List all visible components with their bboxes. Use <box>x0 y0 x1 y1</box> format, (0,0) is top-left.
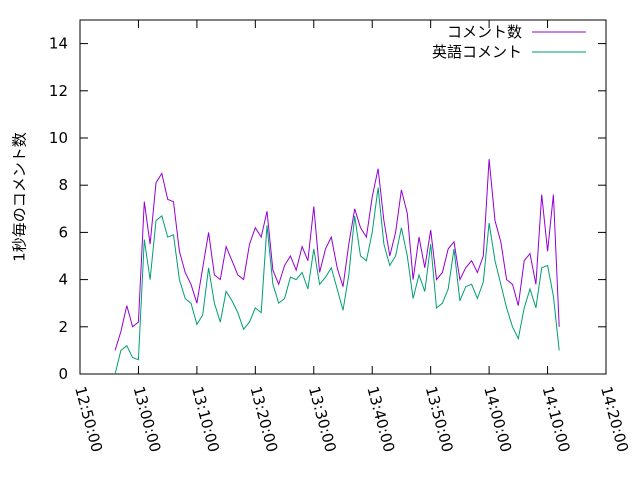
x-tick-label: 13:40:00 <box>363 384 398 454</box>
legend-label: コメント数 <box>447 23 522 41</box>
legend-label: 英語コメント <box>432 43 522 61</box>
plot-frame <box>79 19 607 375</box>
series-line <box>114 187 560 375</box>
y-tick-label: 4 <box>58 271 68 289</box>
x-tick-label: 13:20:00 <box>246 384 281 454</box>
y-tick-label: 0 <box>58 365 68 383</box>
y-tick-label: 8 <box>58 176 68 194</box>
y-tick-label: 6 <box>58 223 68 241</box>
x-tick-label: 14:10:00 <box>539 384 574 454</box>
x-tick-label: 13:00:00 <box>130 384 165 454</box>
y-axis-label: 1秒毎のコメント数 <box>11 132 29 262</box>
x-tick-label: 13:10:00 <box>188 384 223 454</box>
x-tick-label: 12:50:00 <box>71 384 106 454</box>
series-line <box>114 159 560 351</box>
y-tick-label: 12 <box>49 82 68 100</box>
x-tick-label: 13:30:00 <box>305 384 340 454</box>
x-tick-label: 13:50:00 <box>422 384 457 454</box>
x-tick-label: 14:20:00 <box>597 384 632 454</box>
y-tick-label: 10 <box>49 129 68 147</box>
x-tick-label: 14:00:00 <box>480 384 515 454</box>
y-tick-label: 14 <box>49 35 68 53</box>
y-tick-label: 2 <box>58 318 68 336</box>
